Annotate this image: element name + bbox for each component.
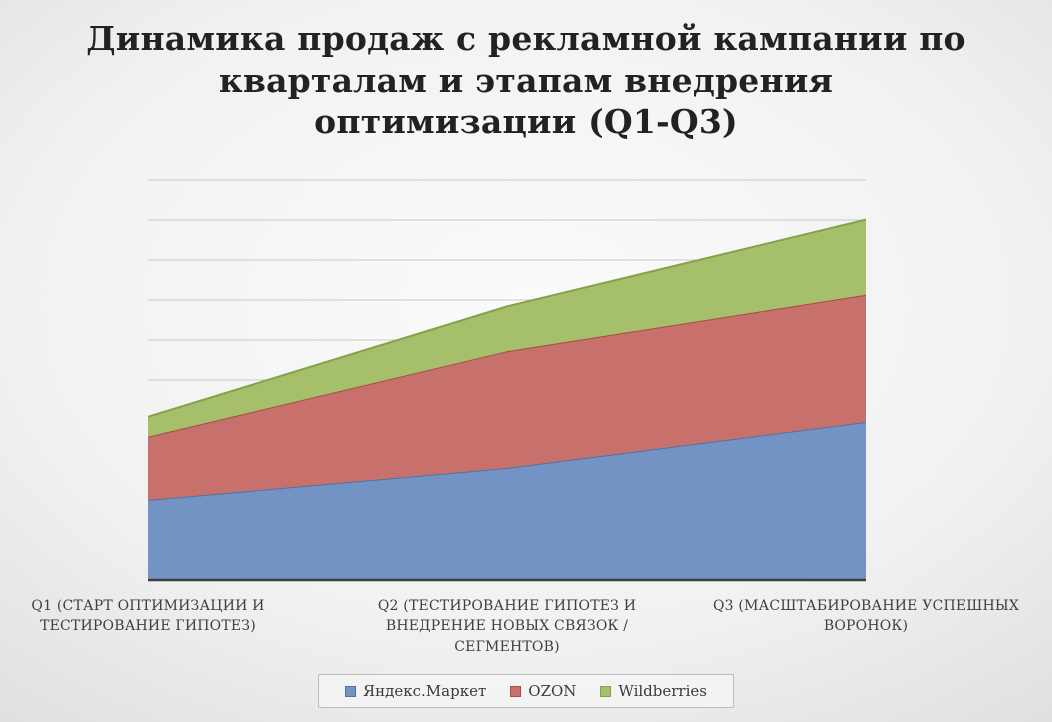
legend-swatch-wildberries-icon [600,685,612,697]
legend-item-yandex-market: Яндекс.Маркет [345,682,486,700]
stacked-area-chart [148,179,866,582]
legend-item-ozon: OZON [510,682,576,700]
chart-title: Динамика продаж с рекламной кампании по … [86,19,966,142]
legend-swatch-ozon-icon [510,685,522,697]
x-axis-label-q2: Q2 (ТЕСТИРОВАНИЕ ГИПОТЕЗ И ВНЕДРЕНИЕ НОВ… [377,598,637,655]
legend-label-ozon: OZON [528,682,577,700]
legend-item-wildberries: Wildberries [600,682,707,700]
legend: Яндекс.Маркет OZON Wildberries [318,674,734,708]
legend-label-yandex-market: Яндекс.Маркет [363,682,487,700]
legend-label-wildberries: Wildberries [618,682,707,700]
legend-swatch-yandex-market-icon [345,685,357,697]
x-axis-label-q3: Q3 (МАСШТАБИРОВАНИЕ УСПЕШНЫХ ВОРОНОК) [712,598,1020,635]
plot-area [148,178,866,584]
x-axis-label-q1: Q1 (СТАРТ ОПТИМИЗАЦИИ И ТЕСТИРОВАНИЕ ГИП… [31,598,265,635]
